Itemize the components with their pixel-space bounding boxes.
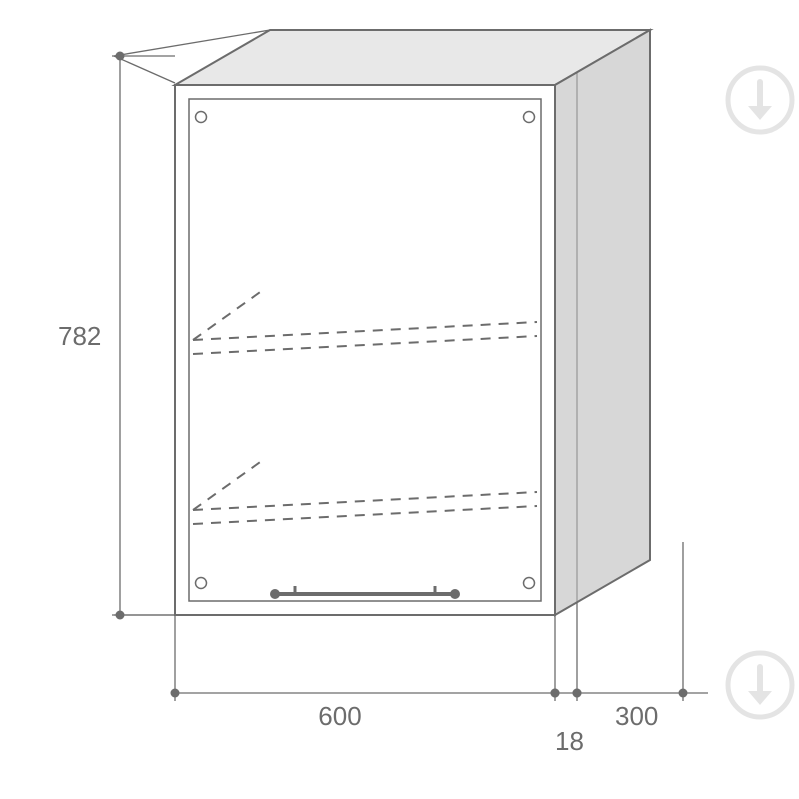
- dim-width-label: 600: [318, 701, 361, 731]
- dim-depth-label: 300: [615, 701, 658, 731]
- dim-height-label: 782: [58, 321, 101, 351]
- dim-gap-label: 18: [555, 726, 584, 756]
